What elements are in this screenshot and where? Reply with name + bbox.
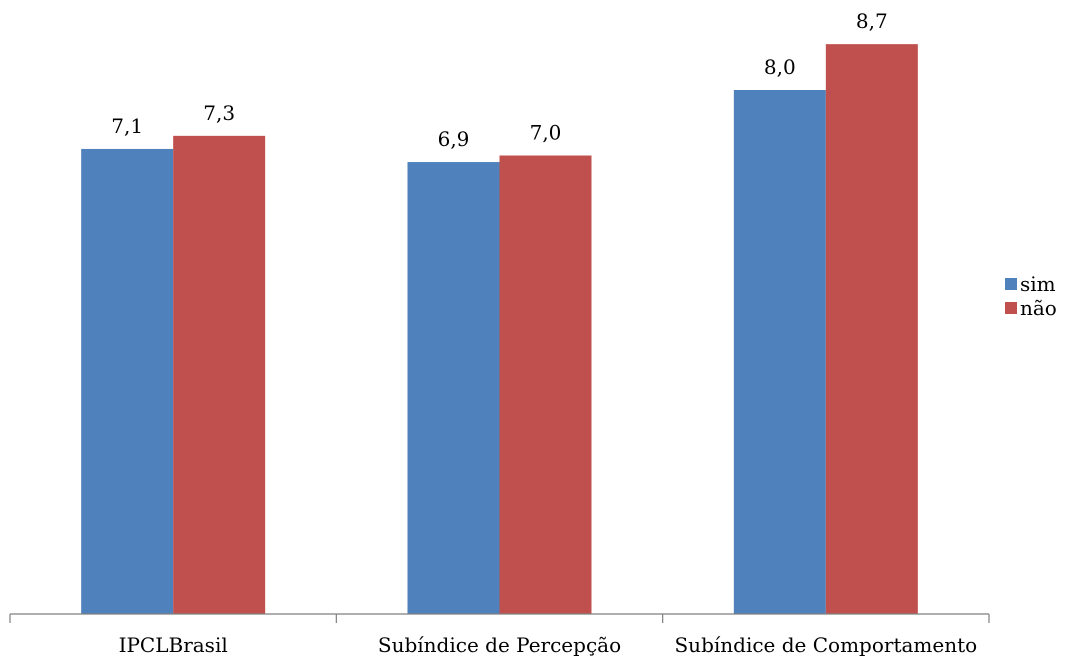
bars-layer xyxy=(81,44,918,615)
legend-label-sim: sim xyxy=(1020,272,1056,296)
data-label: 7,1 xyxy=(111,114,143,138)
data-label: 7,0 xyxy=(530,121,562,145)
data-label: 7,3 xyxy=(203,101,235,125)
x-ticks-layer xyxy=(9,614,990,623)
bar-não-2 xyxy=(499,155,592,614)
data-label: 6,9 xyxy=(438,127,470,151)
x-tick-label: Subíndice de Percepção xyxy=(378,633,621,657)
bar-não-1 xyxy=(173,135,266,614)
data-label: 8,0 xyxy=(764,55,796,79)
bar-não-3 xyxy=(825,44,918,614)
legend-swatch-não xyxy=(1005,302,1017,314)
value-labels-layer: 7,1 7,3 6,9 7,0 8,0 8,7 xyxy=(111,9,887,151)
x-tick-labels-layer: IPCLBrasil Subíndice de Percepção Subíndic… xyxy=(119,633,978,657)
legend-swatch-sim xyxy=(1005,278,1017,290)
bar-sim-3 xyxy=(733,90,826,614)
bar-sim-1 xyxy=(81,148,174,614)
data-label: 8,7 xyxy=(856,9,888,33)
x-tick-label: IPCLBrasil xyxy=(119,633,228,657)
bar-sim-2 xyxy=(407,162,500,615)
x-tick-label: Subíndice de Comportamento xyxy=(674,633,977,657)
legend-label-não: não xyxy=(1020,296,1057,320)
